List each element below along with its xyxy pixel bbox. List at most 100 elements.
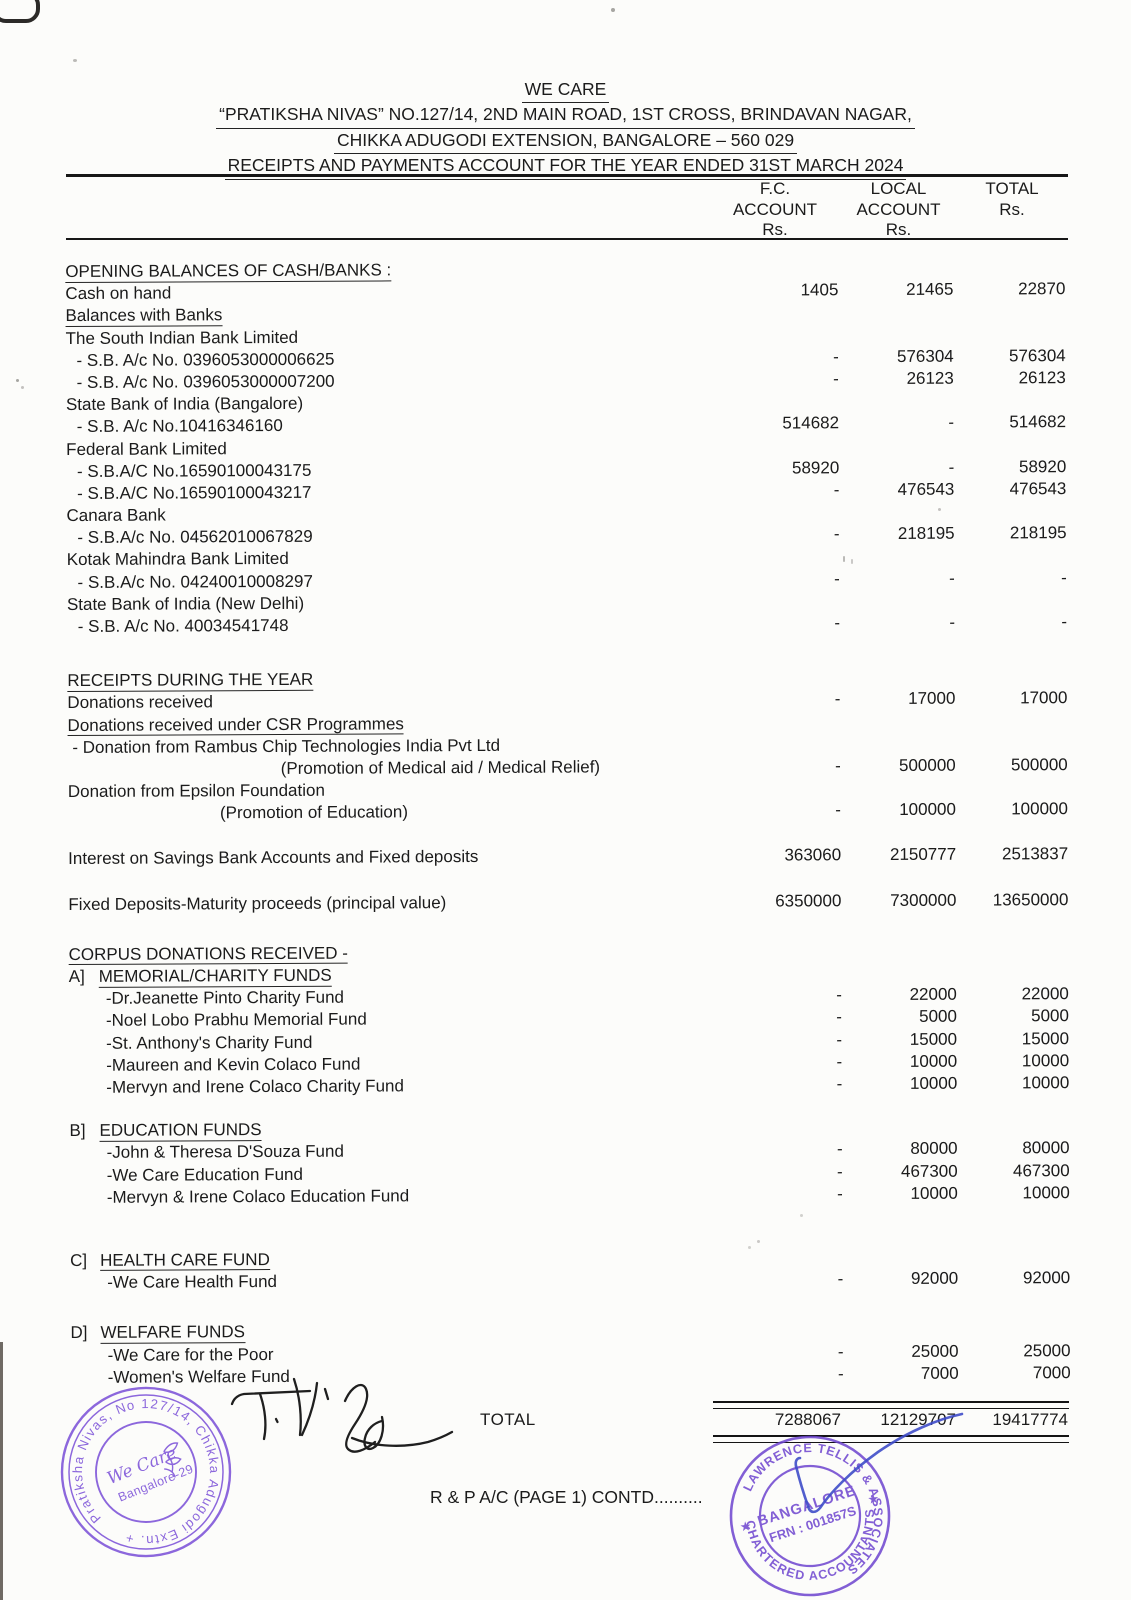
- scan-speck: [800, 1214, 803, 1217]
- total-value: [957, 962, 1069, 963]
- row-label: -Noel Lobo Prabhu Memorial Fund: [105, 1009, 367, 1031]
- total-value: [956, 733, 1068, 734]
- total-value: 476543: [1009, 478, 1067, 499]
- section-prefix: B]: [69, 1121, 86, 1141]
- local-value: 576304: [896, 346, 954, 366]
- fc-value: -: [836, 985, 842, 1005]
- row-label: Kotak Mahindra Bank Limited: [66, 549, 289, 570]
- org-stamp-center-city: Bangalore-29: [116, 1462, 195, 1505]
- local-value: [840, 667, 955, 668]
- fc-value: [727, 436, 839, 437]
- address-line-2: CHIKKA ADUGODI EXTENSION, BANGALORE – 56…: [0, 129, 1131, 155]
- local-value: 7000: [920, 1363, 959, 1383]
- column-header-total: TOTAL Rs.: [985, 179, 1039, 219]
- local-value: [841, 778, 956, 779]
- fc-value: -: [837, 1269, 844, 1289]
- local-value: [838, 258, 953, 259]
- row-label: -We Care Health Fund: [107, 1272, 278, 1292]
- local-value: [841, 733, 956, 734]
- row-label: - S.B.A/c No. 04240010008297: [72, 571, 313, 592]
- fc-value: 514682: [782, 413, 840, 433]
- section-heading: OPENING BALANCES OF CASH/BANKS :: [65, 260, 392, 283]
- total-value: 17000: [1020, 688, 1068, 708]
- row-label: Fixed Deposits-Maturity proceeds (princi…: [68, 892, 447, 914]
- local-value: -: [949, 612, 956, 632]
- fc-value: [729, 778, 841, 779]
- row-label: State Bank of India (Bangalore): [65, 393, 304, 415]
- total-value: 218195: [1009, 523, 1067, 543]
- fc-value: -: [837, 1363, 844, 1383]
- total-value: 467300: [1012, 1160, 1070, 1180]
- fc-value: [728, 591, 840, 592]
- address-line-1: “PRATIKSHA NIVAS” NO.127/14, 2ND MAIN RO…: [0, 103, 1131, 129]
- row-label: -Women's Welfare Fund: [107, 1366, 290, 1387]
- scan-speck: [21, 386, 24, 389]
- row-label: - S.B. A/c No.10416346160: [72, 416, 283, 437]
- fc-value: -: [835, 800, 841, 820]
- fc-value: [729, 734, 841, 735]
- ca-stamp-center-frn: FRN : 001857S: [767, 1503, 858, 1545]
- row-label: -John & Theresa D'Souza Fund: [106, 1142, 344, 1163]
- ca-stamp-star-right: ★: [867, 1491, 880, 1507]
- total-value: 10000: [1021, 1073, 1070, 1093]
- total-value: [955, 590, 1067, 591]
- row-label: -Mervyn and Irene Colaco Charity Fund: [106, 1076, 404, 1097]
- scan-edge-artifact: [0, 1342, 3, 1600]
- table-top-rule: [66, 174, 1068, 177]
- fc-value: -: [832, 346, 839, 367]
- row-label: -Mervyn & Irene Colaco Education Fund: [106, 1186, 410, 1207]
- scan-speck: [16, 379, 19, 382]
- row-label: - S.B. A/c No. 0396053000007200: [71, 371, 335, 392]
- column-header-local: LOCAL ACCOUNT Rs.: [856, 179, 941, 240]
- total-value: 22000: [1021, 984, 1069, 1004]
- local-value: [843, 1319, 958, 1320]
- scan-speck: [748, 1246, 751, 1249]
- total-value: 10000: [1022, 1182, 1070, 1203]
- fc-value: 58920: [791, 457, 840, 478]
- section-heading: RECEIPTS DURING THE YEAR: [67, 669, 314, 692]
- total-value: [956, 777, 1068, 778]
- local-value: 2150777: [889, 844, 957, 864]
- table-row: -Women's Welfare Fund - 7000 7000: [71, 1363, 1071, 1390]
- svg-text:CHARTERED ACCOUNTANTS: CHARTERED ACCOUNTANTS: [743, 1507, 884, 1590]
- row-label: -Maureen and Kevin Colaco Fund: [106, 1054, 361, 1075]
- row-spacer: [67, 634, 1067, 671]
- local-value: [839, 324, 954, 325]
- local-value: 21465: [906, 279, 954, 300]
- ca-stamp-ring-bottom-text: CHARTERED ACCOUNTANTS: [743, 1507, 884, 1590]
- fc-value: [727, 325, 839, 326]
- fc-value: -: [836, 1074, 843, 1094]
- fc-value: -: [833, 369, 839, 389]
- scan-speck: [851, 559, 853, 564]
- total-value: 15000: [1021, 1028, 1070, 1048]
- fc-value: -: [836, 1029, 843, 1049]
- row-label: - S.B.A/c No. 04562010067829: [72, 527, 313, 548]
- total-value: 5000: [1031, 1006, 1069, 1026]
- scan-speck: [611, 8, 615, 12]
- continuation-note: R & P A/C (PAGE 1) CONTD..........: [430, 1487, 703, 1507]
- local-value: 25000: [911, 1341, 959, 1361]
- row-label: Donation from Epsilon Foundation: [67, 780, 325, 802]
- section-prefix: D]: [70, 1323, 88, 1343]
- total-value: 25000: [1023, 1340, 1071, 1360]
- local-value: -: [948, 457, 955, 477]
- fc-value: 1405: [800, 280, 839, 300]
- local-value: 10000: [910, 1183, 958, 1203]
- total-value: [957, 940, 1069, 941]
- total-top-rule: [713, 1401, 1069, 1409]
- local-value: 218195: [897, 523, 955, 544]
- total-value: [954, 390, 1066, 391]
- document-header: WE CARE “PRATIKSHA NIVAS” NO.127/14, 2ND…: [0, 78, 1131, 180]
- fc-value: [728, 712, 840, 713]
- total-value: [958, 1318, 1070, 1319]
- local-value: 15000: [909, 1029, 958, 1049]
- row-label: (Promotion of Medical aid / Medical Reli…: [280, 757, 601, 778]
- ca-stamp-center-city: BANGALORE: [756, 1483, 858, 1530]
- fc-value: -: [834, 613, 841, 633]
- org-stamp-leaf-motif: [163, 1442, 182, 1478]
- fc-value: -: [836, 1161, 843, 1181]
- local-value: 476543: [897, 479, 955, 499]
- section-heading: WELFARE FUNDS: [100, 1322, 246, 1344]
- fc-value: [730, 1117, 842, 1118]
- row-label: Interest on Savings Bank Accounts and Fi…: [68, 846, 479, 868]
